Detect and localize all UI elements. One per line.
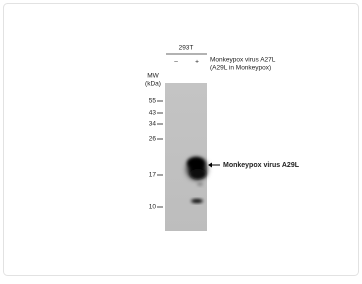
marker-unit: (kDa) (145, 81, 161, 88)
marker-size: 17 (149, 172, 157, 179)
marker-size: 55 (149, 98, 157, 105)
gel (165, 83, 207, 231)
band-label: Monkeypox virus A29L (223, 162, 300, 169)
figure: 293T – + Monkeypox virus A27L (A29L in M… (0, 0, 362, 279)
lane-label: – (174, 59, 178, 66)
marker-size: 43 (149, 110, 157, 117)
marker-size: 26 (149, 136, 157, 143)
cell-line: 293T (179, 45, 194, 52)
lane-label: + (195, 59, 199, 66)
band (190, 169, 206, 179)
marker-size: 10 (149, 204, 157, 211)
construct: Monkeypox virus A27L (210, 57, 276, 64)
marker-size: 34 (149, 121, 157, 128)
construct-note: (A29L in Monkeypox) (210, 65, 271, 72)
band (191, 199, 203, 203)
page: 293T – + Monkeypox virus A27L (A29L in M… (0, 0, 362, 284)
band (187, 157, 205, 169)
marker-title: MW (147, 73, 159, 80)
band-faint (197, 182, 203, 186)
